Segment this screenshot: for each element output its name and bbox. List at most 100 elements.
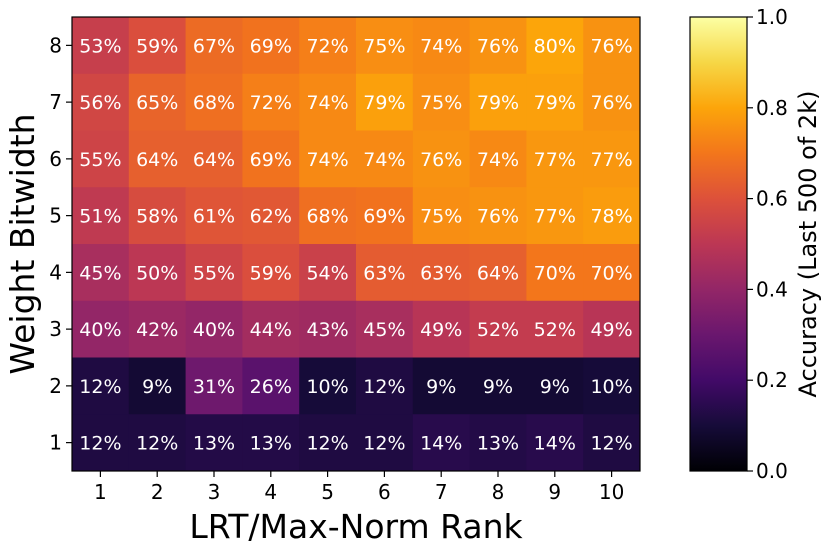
cell-value-label: 42% [136, 319, 178, 341]
cell-value-label: 13% [193, 433, 235, 455]
heatmap-cell [412, 17, 471, 75]
cell-value-label: 50% [136, 262, 178, 284]
cell-value-label: 51% [79, 206, 121, 228]
x-axis-ticks: 1 2 3 4 5 6 7 8 9 10 [94, 471, 624, 504]
cell-value-label: 13% [250, 433, 292, 455]
heatmap-cell [242, 300, 300, 358]
heatmap-cell [72, 414, 130, 472]
cell-value-label: 45% [79, 262, 121, 284]
heatmap-cell [299, 414, 357, 472]
cell-value-label: 64% [193, 149, 235, 171]
heatmap-cell [356, 357, 414, 415]
heatmap-cell [242, 244, 300, 302]
heatmap-cell [526, 130, 584, 188]
heatmap-cell [128, 300, 187, 358]
y-tick-label: 2 [49, 374, 62, 398]
cell-value-label: 78% [590, 206, 632, 228]
cell-value-label: 69% [250, 35, 292, 57]
heatmap-cell [242, 357, 300, 415]
y-tick-label: 1 [49, 431, 62, 455]
cell-value-label: 72% [250, 92, 292, 114]
heatmap-cell [128, 17, 187, 75]
cell-value-label: 14% [420, 433, 462, 455]
heatmap-cell [469, 73, 527, 131]
heatmap-cell [128, 244, 187, 302]
x-axis-label: LRT/Max-Norm Rank [189, 507, 523, 546]
heatmap-cell [469, 17, 527, 75]
heatmap-cell [72, 300, 130, 358]
heatmap-cell [526, 357, 584, 415]
heatmap-cell [356, 130, 414, 188]
heatmap-cells: 53% 59% 67% 69% 72% 75% 74% 76% 80% 76% 56% 65% 68% 7… [72, 17, 641, 472]
heatmap-cell [185, 357, 243, 415]
heatmap-cell [185, 17, 243, 75]
cell-value-label: 80% [534, 35, 576, 57]
heatmap-cell [412, 300, 471, 358]
heatmap-cell [583, 17, 641, 75]
heatmap-cell [185, 130, 243, 188]
heatmap-cell [526, 244, 584, 302]
heatmap-cell [185, 244, 243, 302]
y-tick-label: 4 [49, 260, 62, 284]
cell-value-label: 77% [534, 206, 576, 228]
colorbar-tick-label: 0.0 [756, 459, 788, 483]
x-tick-label: 2 [151, 480, 164, 504]
heatmap-cell [242, 187, 300, 245]
heatmap-cell [583, 300, 641, 358]
heatmap-cell [526, 300, 584, 358]
cell-value-label: 31% [193, 376, 235, 398]
cell-value-label: 12% [136, 433, 178, 455]
heatmap-cell [242, 17, 300, 75]
cell-value-label: 12% [79, 376, 121, 398]
cell-value-label: 65% [136, 92, 178, 114]
colorbar-ticks: 0.0 0.2 0.4 0.6 0.8 1.0 [747, 5, 788, 483]
cell-value-label: 45% [363, 319, 405, 341]
plot-frame [71, 16, 641, 472]
y-axis-ticks: 8 7 6 5 4 3 2 1 [49, 33, 72, 455]
cell-value-label: 72% [306, 35, 348, 57]
heatmap-cell [526, 17, 584, 75]
cell-value-label: 64% [477, 262, 519, 284]
cell-value-label: 12% [363, 376, 405, 398]
heatmap-cell [583, 130, 641, 188]
heatmap-cell [469, 300, 527, 358]
cell-value-label: 56% [79, 92, 121, 114]
cell-value-label: 75% [420, 206, 462, 228]
cell-value-label: 79% [477, 92, 519, 114]
heatmap-cell [526, 73, 584, 131]
cell-value-label: 64% [136, 149, 178, 171]
cell-value-label: 14% [534, 433, 576, 455]
cell-value-label: 74% [306, 149, 348, 171]
heatmap-cell [128, 357, 187, 415]
cell-value-label: 68% [306, 206, 348, 228]
heatmap-cell [412, 130, 471, 188]
heatmap-cell [469, 244, 527, 302]
cell-value-label: 62% [250, 206, 292, 228]
heatmap-cell [583, 414, 641, 472]
heatmap-cell [128, 187, 187, 245]
heatmap-cell [299, 187, 357, 245]
heatmap-cell [583, 187, 641, 245]
cell-value-label: 68% [193, 92, 235, 114]
heatmap-cell [72, 187, 130, 245]
cell-value-label: 40% [193, 319, 235, 341]
heatmap-cell [526, 414, 584, 472]
cell-value-label: 58% [136, 206, 178, 228]
heatmap-cell [356, 73, 414, 131]
y-tick-label: 7 [49, 90, 62, 114]
cell-value-label: 49% [590, 319, 632, 341]
x-tick-label: 9 [548, 480, 561, 504]
heatmap-cell [583, 357, 641, 415]
cell-value-label: 54% [306, 262, 348, 284]
cell-value-label: 9% [426, 376, 456, 398]
cell-value-label: 74% [420, 35, 462, 57]
heatmap-cell [128, 414, 187, 472]
cell-value-label: 79% [363, 92, 405, 114]
heatmap-cell [412, 187, 471, 245]
heatmap-cell [72, 357, 130, 415]
cell-value-label: 53% [79, 35, 121, 57]
heatmap-cell [72, 17, 130, 75]
heatmap-cell [185, 300, 243, 358]
heatmap-cell [469, 187, 527, 245]
cell-value-label: 74% [477, 149, 519, 171]
